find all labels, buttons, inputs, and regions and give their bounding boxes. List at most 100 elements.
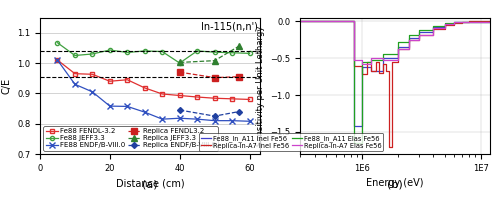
Fe88 FENDL-3.2: [229, 97, 235, 100]
Replica-In-A7 Elas Fe56: [350, 20, 356, 23]
Line: Replica-In-A7 Elas Fe56: Replica-In-A7 Elas Fe56: [300, 21, 490, 64]
Replica-In-A7 Inel Fe56: [376, 72, 382, 74]
Replica-In-A7 Inel Fe56: [383, 70, 389, 73]
Replica-In-A7 Inel Fe56: [466, 21, 472, 23]
Replica-In-A7 Inel Fe56: [380, 72, 386, 74]
Fe88_In_A11 Elas Fe56: [459, 20, 465, 23]
Fe88_In_A11 Inel Fe56: [430, 26, 436, 29]
Fe88 FENDL-3.2: [142, 87, 148, 89]
Fe88_In_A11 Inel Fe56: [459, 21, 465, 24]
Fe88 JEFF3.3: [90, 53, 96, 55]
Fe88 FENDL-3.2: [107, 80, 113, 82]
Fe88_In_A11 Elas Fe56: [452, 22, 458, 25]
Replica-In-A7 Inel Fe56: [452, 24, 458, 26]
Fe88_In_A11 Inel Fe56: [297, 20, 303, 23]
FE88 ENDF/B-VIII.0: [54, 59, 60, 61]
Replica-In-A7 Inel Fe56: [350, 20, 356, 23]
Fe88 JEFF3.3: [72, 54, 78, 57]
Replica FENDL3.2: [176, 71, 182, 73]
Fe88_In_A11 Inel Fe56: [416, 36, 422, 39]
Replica ENDF/B-VIII.0: [236, 110, 242, 113]
Replica-In-A7 Inel Fe56: [459, 21, 465, 24]
Replica-In-A7 Inel Fe56: [380, 63, 386, 65]
Fe88 JEFF3.3: [176, 62, 182, 64]
Replica-In-A7 Inel Fe56: [416, 38, 422, 41]
Fe88_In_A11 Elas Fe56: [416, 33, 422, 36]
Fe88 JEFF3.3: [212, 51, 218, 53]
Fe88 FENDL-3.2: [72, 72, 78, 75]
Replica-In-A7 Elas Fe56: [380, 57, 386, 59]
Replica-In-A7 Elas Fe56: [430, 27, 436, 29]
Replica ENDF/B-VIII.0: [176, 109, 182, 111]
Fe88_In_A11 Elas Fe56: [406, 41, 412, 43]
Replica-In-A7 Inel Fe56: [442, 24, 448, 26]
Replica-In-A7 Elas Fe56: [459, 21, 465, 24]
Line: Fe88 FENDL-3.2: Fe88 FENDL-3.2: [56, 58, 252, 101]
Replica-In-A7 Elas Fe56: [297, 20, 303, 23]
Text: (b): (b): [387, 180, 403, 190]
Fe88_In_A11 Elas Fe56: [359, 61, 365, 63]
Replica JEFF3.3: [236, 45, 242, 48]
Fe88_In_A11 Elas Fe56: [416, 29, 422, 31]
Replica-In-A7 Elas Fe56: [487, 20, 493, 23]
FE88 ENDF/B-VIII.0: [176, 117, 182, 119]
Fe88_In_A11 Elas Fe56: [459, 21, 465, 23]
FE88 ENDF/B-VIII.0: [90, 91, 96, 93]
Text: In-115(n,n'): In-115(n,n'): [201, 22, 258, 32]
Replica-In-A7 Inel Fe56: [430, 33, 436, 36]
Replica JEFF3.3: [212, 59, 218, 62]
Fe88_In_A11 Inel Fe56: [359, 125, 365, 127]
Fe88 JEFF3.3: [54, 41, 60, 44]
Replica-In-A7 Inel Fe56: [406, 38, 412, 41]
Replica-In-A7 Elas Fe56: [430, 33, 436, 36]
Fe88_In_A11 Inel Fe56: [380, 57, 386, 59]
Legend: Fe88_In_A11 Inel Fe56, Replica-In-A7 Inel Fe56, Fe88_In_A11 Elas Fe56, Replica-I: Fe88_In_A11 Inel Fe56, Replica-In-A7 Ine…: [199, 133, 384, 151]
Fe88 FENDL-3.2: [194, 96, 200, 98]
Replica FENDL3.2: [212, 76, 218, 79]
Replica-In-A7 Inel Fe56: [442, 27, 448, 30]
Fe88_In_A11 Inel Fe56: [487, 20, 493, 23]
Line: Replica-In-A7 Inel Fe56: Replica-In-A7 Inel Fe56: [300, 21, 490, 147]
Fe88_In_A11 Elas Fe56: [350, 20, 356, 23]
Line: Fe88_In_A11 Inel Fe56: Fe88_In_A11 Inel Fe56: [300, 21, 490, 126]
Fe88 FENDL-3.2: [54, 59, 60, 61]
Fe88_In_A11 Elas Fe56: [380, 53, 386, 56]
Fe88_In_A11 Inel Fe56: [442, 26, 448, 29]
Fe88_In_A11 Elas Fe56: [368, 61, 374, 63]
Replica JEFF3.3: [176, 61, 182, 64]
Replica-In-A7 Inel Fe56: [430, 27, 436, 30]
FE88 ENDF/B-VIII.0: [142, 111, 148, 114]
Replica-In-A7 Inel Fe56: [394, 61, 400, 63]
Fe88_In_A11 Inel Fe56: [368, 70, 374, 73]
Fe88_In_A11 Elas Fe56: [394, 41, 400, 43]
Replica-In-A7 Inel Fe56: [350, 64, 356, 67]
Fe88_In_A11 Inel Fe56: [406, 36, 412, 39]
Replica-In-A7 Inel Fe56: [364, 61, 370, 63]
Legend: Fe88 FENDL-3.2, Fe88 JEFF3.3, FE88 ENDF/B-VIII.0, Replica FENDL3.2, Replica JEFF: Fe88 FENDL-3.2, Fe88 JEFF3.3, FE88 ENDF/…: [44, 126, 218, 150]
X-axis label: Distance (cm): Distance (cm): [116, 178, 184, 188]
Fe88_In_A11 Inel Fe56: [442, 23, 448, 26]
Fe88 FENDL-3.2: [176, 94, 182, 97]
Fe88_In_A11 Elas Fe56: [442, 22, 448, 25]
Replica-In-A7 Elas Fe56: [350, 58, 356, 61]
Fe88_In_A11 Elas Fe56: [430, 24, 436, 27]
FE88 ENDF/B-VIII.0: [159, 118, 165, 121]
Replica-In-A7 Inel Fe56: [390, 145, 396, 148]
Fe88_In_A11 Elas Fe56: [452, 21, 458, 23]
Fe88_In_A11 Elas Fe56: [430, 29, 436, 31]
Replica-In-A7 Elas Fe56: [452, 23, 458, 26]
Fe88_In_A11 Inel Fe56: [394, 57, 400, 59]
Y-axis label: Sensitivity per Unit Lethargy: Sensitivity per Unit Lethargy: [256, 26, 264, 146]
Fe88 JEFF3.3: [107, 49, 113, 51]
Replica-In-A7 Elas Fe56: [359, 58, 365, 61]
Fe88_In_A11 Inel Fe56: [452, 23, 458, 26]
Fe88_In_A11 Inel Fe56: [380, 70, 386, 73]
Replica-In-A7 Elas Fe56: [442, 23, 448, 26]
FE88 ENDF/B-VIII.0: [212, 119, 218, 122]
Replica-In-A7 Elas Fe56: [406, 38, 412, 41]
Line: Replica JEFF3.3: Replica JEFF3.3: [177, 43, 242, 65]
Fe88_In_A11 Elas Fe56: [297, 20, 303, 23]
Line: Replica FENDL3.2: Replica FENDL3.2: [177, 69, 242, 80]
Fe88_In_A11 Inel Fe56: [368, 66, 374, 68]
FE88 ENDF/B-VIII.0: [124, 105, 130, 108]
